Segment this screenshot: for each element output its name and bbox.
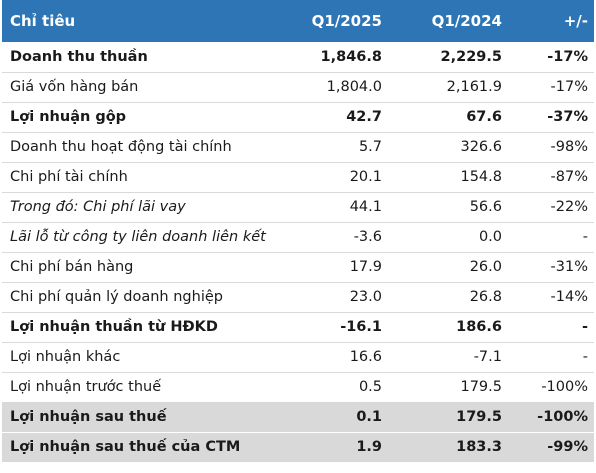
row-label: Lợi nhuận sau thuế (10, 409, 167, 425)
row-label: Lợi nhuận khác (10, 349, 121, 365)
row-value-diff: -100% (541, 379, 588, 395)
row-label: Lãi lỗ từ công ty liên doanh liên kết (10, 229, 266, 245)
header-label: Chỉ tiêu (10, 12, 76, 30)
row-value-diff: -31% (550, 259, 588, 275)
table-row: Giá vốn hàng bán 1,804.0 2,161.9 -17% (2, 72, 594, 102)
header-row: Chỉ tiêu Q1/2025 Q1/2024 +/- (2, 0, 594, 42)
row-value-diff: -87% (550, 169, 588, 185)
header-q1-2025: Q1/2025 (311, 12, 382, 30)
row-value-q1-2025: 20.1 (349, 169, 382, 185)
row-value-diff: -22% (550, 199, 588, 215)
financial-table-container: Chỉ tiêu Q1/2025 Q1/2024 +/- Doanh thu t… (2, 0, 594, 462)
table-body: Doanh thu thuần 1,846.8 2,229.5 -17% Giá vốn… (2, 42, 594, 462)
row-label: Chi phí tài chính (10, 169, 128, 185)
table-row: Chi phí quản lý doanh nghiệp 23.0 26.8 -14% (2, 282, 594, 312)
row-value-q1-2025: 44.1 (349, 199, 382, 215)
row-value-q1-2024: 183.3 (456, 439, 502, 456)
row-value-q1-2024: 179.5 (456, 409, 502, 425)
row-value-q1-2025: 5.7 (358, 139, 382, 155)
row-value-q1-2024: 154.8 (460, 169, 502, 185)
row-value-q1-2025: 16.6 (349, 349, 382, 365)
row-value-q1-2024: 56.6 (469, 199, 502, 215)
row-value-diff: -14% (550, 289, 588, 305)
financial-results-table: Chỉ tiêu Q1/2025 Q1/2024 +/- Doanh thu t… (2, 0, 594, 462)
header-diff: +/- (563, 12, 588, 30)
row-value-diff: -17% (550, 79, 588, 95)
table-row: Trong đó: Chi phí lãi vay 44.1 56.6 -22% (2, 192, 594, 222)
row-value-q1-2024: 26.0 (469, 259, 502, 275)
table-row: Doanh thu hoạt động tài chính 5.7 326.6 -98… (2, 132, 594, 162)
table-row: Chi phí tài chính 20.1 154.8 -87% (2, 162, 594, 192)
row-label: Doanh thu thuần (10, 48, 148, 65)
row-value-q1-2024: 2,161.9 (446, 79, 502, 95)
row-label: Lợi nhuận trước thuế (10, 379, 162, 395)
table-row: Lãi lỗ từ công ty liên doanh liên kết -3.… (2, 222, 594, 252)
header-q1-2024: Q1/2024 (431, 12, 502, 30)
row-label: Lợi nhuận sau thuế của CTM (10, 439, 241, 456)
row-value-q1-2025: 17.9 (349, 259, 382, 275)
row-label: Doanh thu hoạt động tài chính (10, 139, 232, 155)
row-value-q1-2025: 23.0 (349, 289, 382, 305)
row-value-q1-2025: 0.1 (356, 409, 382, 425)
row-value-diff: -98% (550, 139, 588, 155)
row-value-q1-2024: -7.1 (473, 349, 502, 365)
row-value-q1-2025: 0.5 (358, 379, 382, 395)
table-row: Lợi nhuận gộp 42.7 67.6 -37% (2, 102, 594, 132)
row-value-q1-2025: 42.7 (346, 109, 382, 125)
row-value-diff: - (582, 349, 588, 365)
row-label: Trong đó: Chi phí lãi vay (10, 199, 186, 215)
row-value-q1-2024: 2,229.5 (440, 48, 502, 65)
row-label: Chi phí quản lý doanh nghiệp (10, 289, 223, 305)
row-value-q1-2024: 179.5 (460, 379, 502, 395)
row-value-q1-2024: 67.6 (466, 109, 502, 125)
row-value-q1-2025: 1.9 (356, 439, 382, 456)
row-value-q1-2025: 1,846.8 (320, 48, 382, 65)
row-value-q1-2025: -16.1 (340, 319, 382, 335)
row-value-q1-2024: 326.6 (460, 139, 502, 155)
row-value-diff: -99% (547, 439, 588, 456)
table-row: Chi phí bán hàng 17.9 26.0 -31% (2, 252, 594, 282)
table-row: Lợi nhuận sau thuế của CTM 1.9 183.3 -99% (2, 432, 594, 462)
table-header: Chỉ tiêu Q1/2025 Q1/2024 +/- (2, 0, 594, 42)
row-value-q1-2024: 186.6 (456, 319, 502, 335)
row-value-diff: -37% (547, 109, 588, 125)
table-row: Lợi nhuận trước thuế 0.5 179.5 -100% (2, 372, 594, 402)
row-value-q1-2024: 26.8 (469, 289, 502, 305)
row-value-diff: -100% (537, 409, 588, 425)
row-value-diff: -17% (547, 48, 588, 65)
row-label: Lợi nhuận thuần từ HĐKD (10, 319, 218, 335)
table-row: Lợi nhuận thuần từ HĐKD -16.1 186.6 - (2, 312, 594, 342)
row-label: Chi phí bán hàng (10, 259, 134, 275)
row-value-q1-2025: 1,804.0 (326, 79, 382, 95)
row-label: Giá vốn hàng bán (10, 79, 139, 95)
table-row: Lợi nhuận khác 16.6 -7.1 - (2, 342, 594, 372)
row-value-q1-2025: -3.6 (353, 229, 382, 245)
row-label: Lợi nhuận gộp (10, 109, 127, 125)
row-value-diff: - (582, 229, 588, 245)
row-value-diff: - (581, 319, 588, 335)
row-value-q1-2024: 0.0 (478, 229, 502, 245)
table-row: Doanh thu thuần 1,846.8 2,229.5 -17% (2, 42, 594, 72)
table-row: Lợi nhuận sau thuế 0.1 179.5 -100% (2, 402, 594, 432)
